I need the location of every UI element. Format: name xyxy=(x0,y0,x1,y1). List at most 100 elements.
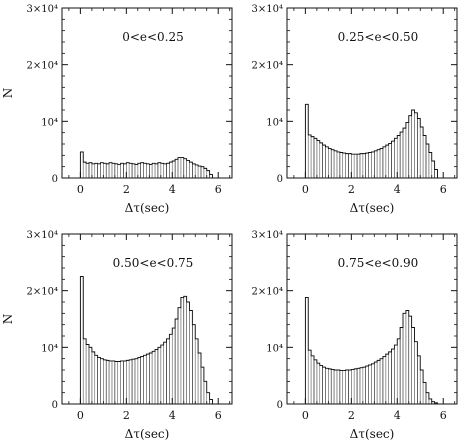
histogram-bar xyxy=(399,131,404,179)
x-axis-label: Δτ(sec) xyxy=(350,427,395,441)
histogram-outline xyxy=(304,297,438,404)
histogram-bar xyxy=(186,301,190,405)
histogram-bar xyxy=(313,138,318,179)
histogram-bar xyxy=(91,351,96,405)
histogram-bar xyxy=(183,158,187,179)
histogram-bar xyxy=(157,347,162,405)
histogram-bar xyxy=(123,360,127,405)
histogram-bar xyxy=(183,296,187,405)
histogram-bar xyxy=(385,353,389,405)
histogram-bar xyxy=(319,142,323,179)
x-tick-label: 0 xyxy=(302,183,309,196)
histogram-bar xyxy=(163,163,167,179)
histogram-bar xyxy=(143,354,147,405)
histogram-bar xyxy=(325,367,329,405)
histogram-bar xyxy=(120,360,124,405)
histogram-bar xyxy=(103,359,107,405)
histogram-bar xyxy=(105,163,110,179)
histogram-bar xyxy=(405,122,410,179)
x-tick-label: 6 xyxy=(440,183,447,196)
histogram-bar xyxy=(330,369,335,405)
histogram-bar xyxy=(359,367,364,405)
histogram-bar xyxy=(140,162,144,179)
histogram-bar xyxy=(368,152,372,179)
y-tick-label: 0 xyxy=(52,400,58,411)
histogram-bar xyxy=(345,153,349,179)
histogram-bar xyxy=(333,369,338,405)
histogram-bar xyxy=(414,112,418,179)
histogram-bar xyxy=(365,152,369,179)
x-tick-label: 2 xyxy=(348,183,355,196)
histogram-bar xyxy=(166,338,170,405)
histogram-bar xyxy=(154,349,159,405)
y-tick-label: 0 xyxy=(277,174,283,185)
histogram-bar xyxy=(307,349,312,405)
histogram-bar xyxy=(82,161,87,179)
panel-title: 0.50<e<0.75 xyxy=(113,256,194,270)
histogram-bar xyxy=(85,162,90,179)
histogram-bar xyxy=(157,162,162,179)
histogram-bar xyxy=(328,368,332,405)
histogram-bar xyxy=(111,162,116,179)
histogram-bar xyxy=(131,358,136,405)
histogram-bar xyxy=(128,359,133,405)
histogram-bar xyxy=(330,149,335,179)
histogram-bar xyxy=(197,165,202,179)
y-tick-label: 2×10⁴ xyxy=(252,287,283,298)
histogram-bars xyxy=(80,151,213,179)
histogram-bar xyxy=(371,151,375,179)
histogram-bar xyxy=(103,162,107,179)
y-axis-label: N xyxy=(1,314,15,325)
histogram-bar xyxy=(114,361,119,405)
histogram-bar xyxy=(146,353,150,405)
histogram-bar xyxy=(385,144,389,179)
histogram-bar xyxy=(180,297,185,405)
histogram-bar xyxy=(376,149,381,179)
histogram-bar xyxy=(160,162,164,179)
histogram-bar xyxy=(322,144,326,179)
panel-title: 0.25<e<0.50 xyxy=(338,30,419,44)
histogram-bar xyxy=(310,355,315,405)
histogram-outline xyxy=(79,276,213,404)
histogram-outline xyxy=(79,151,213,178)
histogram-bar xyxy=(391,348,395,405)
histogram-bar xyxy=(117,164,121,179)
y-tick-label: 10⁴ xyxy=(41,343,58,354)
chart-panel-2: 0 2 4 6 0 10⁴ 2×10⁴ 3×10⁴ 0.25<e<0.50 Δτ(sec) xyxy=(252,4,458,215)
histogram-bar xyxy=(134,164,139,179)
histogram-bar xyxy=(160,344,164,405)
histogram-bar xyxy=(100,162,104,179)
histogram-bar xyxy=(180,157,185,179)
y-tick-label: 3×10⁴ xyxy=(27,230,58,241)
histogram-bar xyxy=(169,333,173,405)
histogram-bar xyxy=(313,359,318,405)
histogram-bar xyxy=(322,366,326,405)
y-tick-label: 3×10⁴ xyxy=(252,4,283,15)
chart-panel-3: 0 2 4 6 0 10⁴ 2×10⁴ 3×10⁴ 0.50<e<0.75 Δτ(sec) N xyxy=(1,230,233,441)
x-tick-label: 2 xyxy=(348,409,355,422)
histogram-bar xyxy=(151,162,156,179)
histogram-bar xyxy=(177,157,182,179)
y-tick-label: 3×10⁴ xyxy=(252,230,283,241)
histogram-bar xyxy=(163,341,167,405)
histogram-bar xyxy=(345,369,349,405)
y-tick-label: 2×10⁴ xyxy=(27,287,58,298)
histogram-bar xyxy=(382,356,387,405)
histogram-bar xyxy=(339,152,344,179)
histogram-bar xyxy=(171,327,176,405)
x-tick-label: 2 xyxy=(123,409,130,422)
x-tick-label: 0 xyxy=(302,409,309,422)
histogram-bar xyxy=(336,151,341,179)
histogram-bar xyxy=(356,367,361,405)
histogram-bar xyxy=(362,366,366,405)
histogram-bar xyxy=(408,115,412,179)
histogram-bar xyxy=(128,162,133,179)
histogram-bar xyxy=(126,360,130,405)
plot-frame xyxy=(61,7,233,179)
x-tick-label: 0 xyxy=(77,409,84,422)
y-tick-label: 10⁴ xyxy=(266,343,283,354)
histogram-bar xyxy=(333,150,338,179)
histogram-bar xyxy=(342,152,346,179)
histogram-bar xyxy=(94,354,98,405)
histogram-bar xyxy=(373,150,378,179)
